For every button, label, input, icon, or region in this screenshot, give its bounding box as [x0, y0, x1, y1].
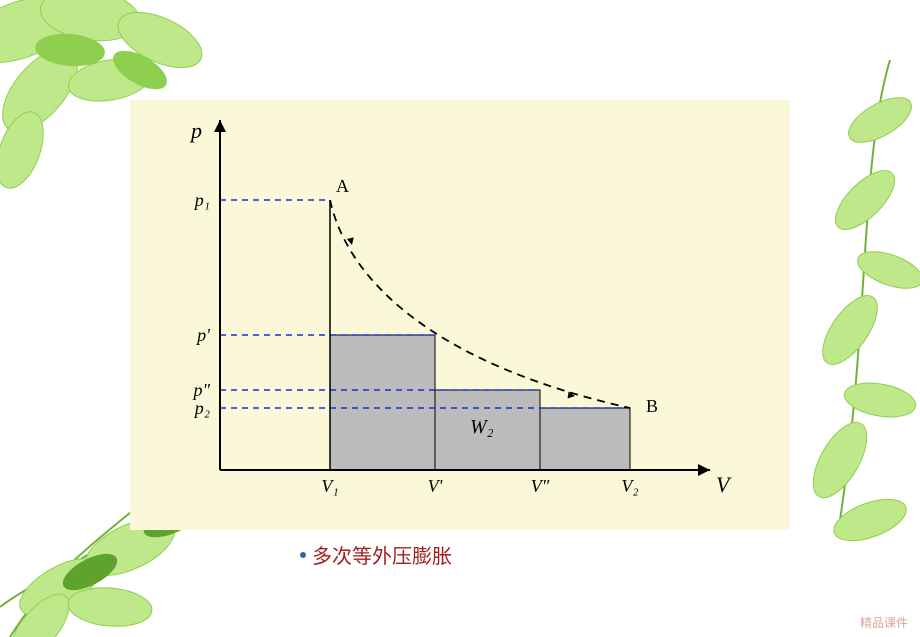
ytick-pPP: p": [191, 380, 210, 400]
slide-root: W₂ p Vp₁ p' p"p₂ V₁ V' V" V₂ A B 多次等外压膨胀 精品课件: [0, 0, 920, 637]
work-bar-0: [330, 335, 435, 470]
x-arrow: [698, 464, 710, 476]
ytick-pP: p': [195, 325, 211, 345]
y-arrow: [214, 120, 226, 132]
ytick-p2: p₂: [193, 398, 210, 418]
caption-text: 多次等外压膨胀: [312, 540, 452, 569]
work-label: W₂: [470, 416, 494, 438]
curve-arrow: [347, 237, 354, 245]
caption-bullet: [300, 552, 306, 558]
work-bar-2: [540, 408, 630, 470]
ytick-p1: p₁: [193, 190, 210, 210]
chart-panel: W₂ p Vp₁ p' p"p₂ V₁ V' V" V₂ A B: [130, 100, 790, 530]
watermark: 精品课件: [860, 614, 908, 631]
xtick-V1: V₁: [321, 476, 338, 496]
xtick-VP: V': [428, 476, 444, 496]
caption-row: 多次等外压膨胀: [300, 540, 452, 569]
foliage-right: [770, 60, 920, 580]
point-A: A: [336, 176, 349, 196]
pv-chart: W₂ p Vp₁ p' p"p₂ V₁ V' V" V₂ A B: [130, 100, 790, 530]
xtick-V2: V₂: [621, 476, 638, 496]
x-axis-label: V: [716, 472, 732, 497]
xtick-VPP: V": [531, 476, 550, 496]
y-axis-label: p: [189, 118, 202, 143]
point-B: B: [646, 396, 658, 416]
